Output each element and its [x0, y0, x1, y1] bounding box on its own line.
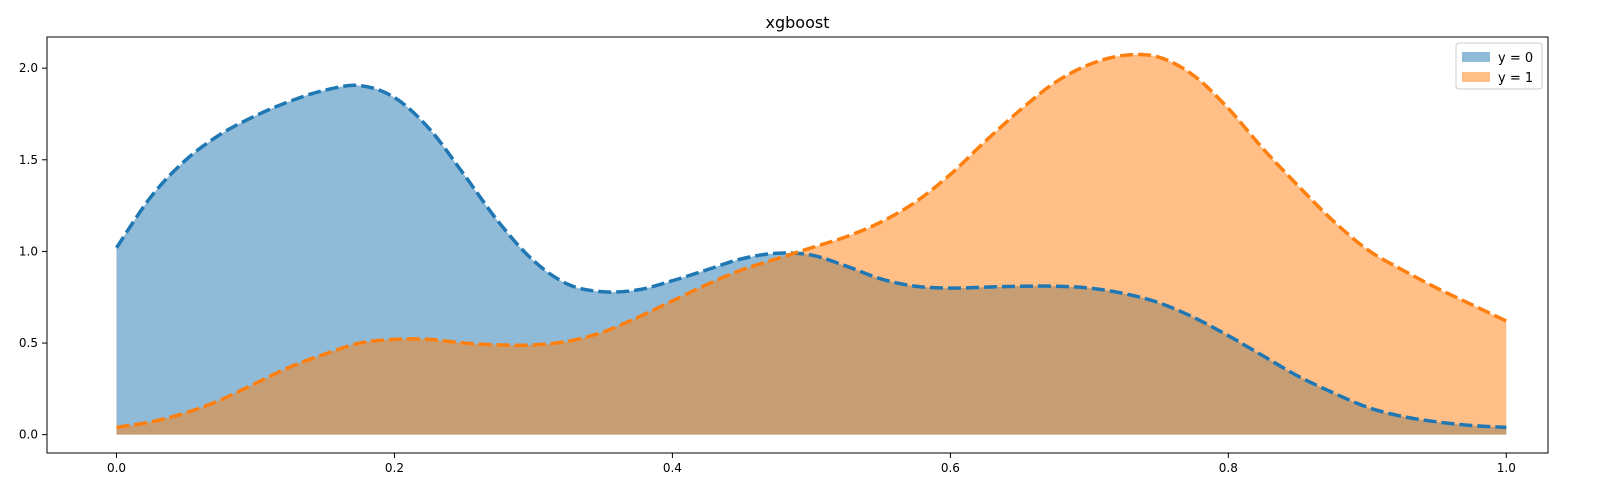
y-tick-label: 1.0: [19, 244, 38, 258]
chart-title: xgboost: [766, 13, 830, 32]
x-tick-label: 0.4: [663, 461, 682, 475]
x-tick-label: 0.0: [107, 461, 126, 475]
legend-label: y = 1: [1498, 71, 1533, 86]
x-tick-label: 0.8: [1219, 461, 1238, 475]
plot-frame: [46, 36, 1549, 454]
legend-label: y = 0: [1498, 51, 1533, 66]
series-lines: [115, 52, 1508, 430]
y-tick-label: 0.5: [19, 336, 38, 350]
series-0-line: [115, 83, 1507, 430]
y-tick-label: 2.0: [19, 61, 38, 75]
legend-swatch: [1462, 72, 1490, 82]
y-tick-label: 0.0: [19, 428, 38, 442]
series-1-area: [116, 54, 1507, 435]
series-fills: [116, 54, 1507, 435]
x-tick-label: 1.0: [1497, 461, 1516, 475]
x-axis: 0.0 0.2 0.4 0.6 0.8 1.0: [107, 453, 1516, 475]
x-tick-label: 0.6: [941, 461, 960, 475]
y-tick-label: 1.5: [19, 153, 38, 167]
x-tick-label: 0.2: [385, 461, 404, 475]
series-1-line: [116, 52, 1508, 430]
legend: y = 0 y = 1: [1455, 42, 1543, 90]
legend-swatch: [1462, 52, 1490, 62]
y-axis: 0.0 0.5 1.0 1.5 2.0: [19, 61, 47, 442]
